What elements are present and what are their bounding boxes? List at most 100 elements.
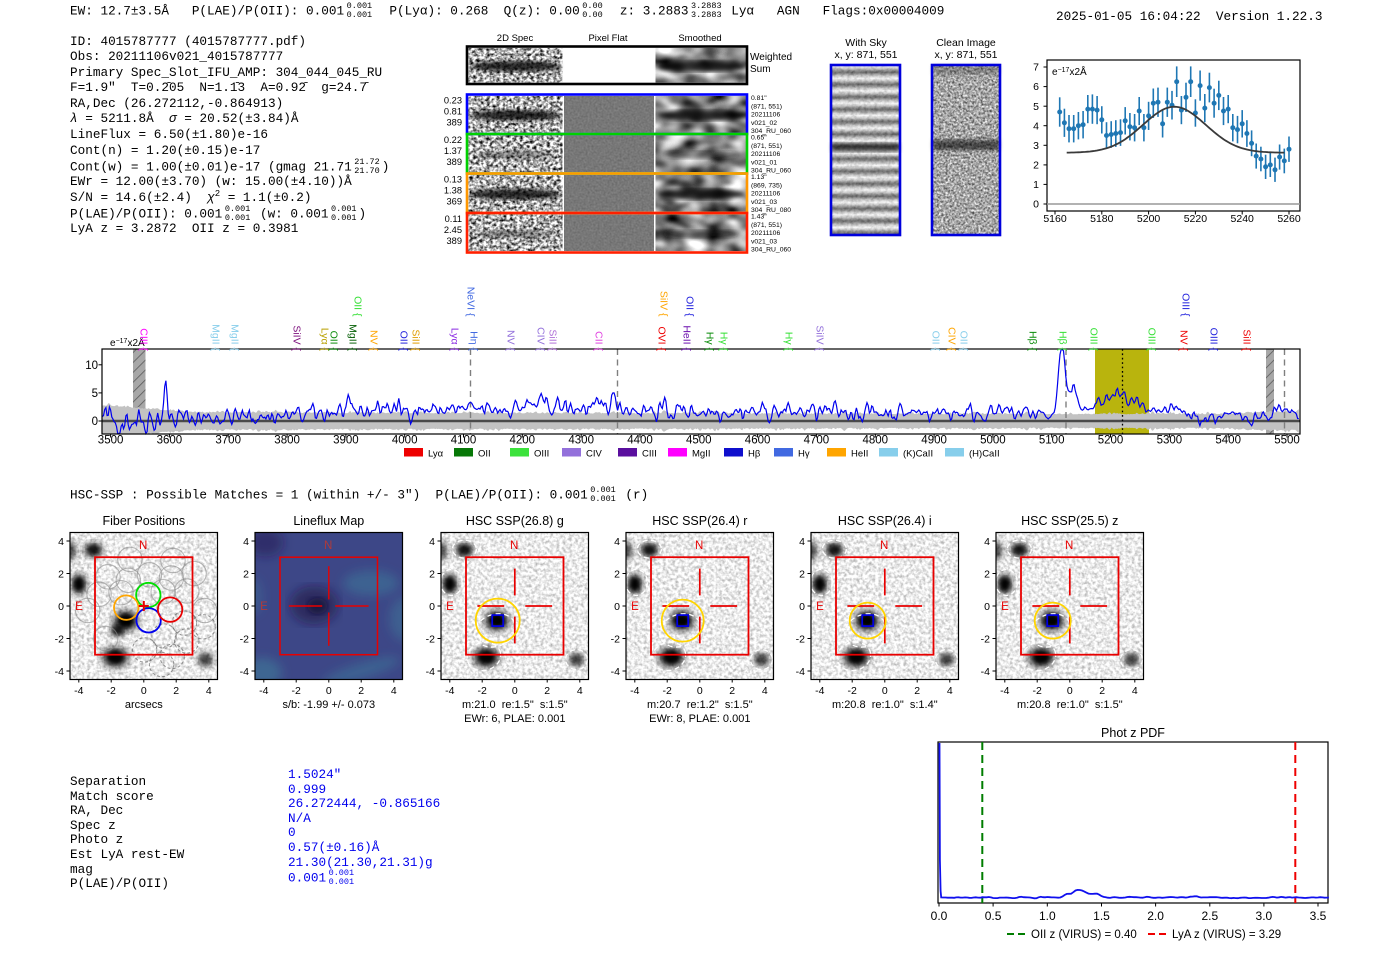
svg-text:0.0: 0.0 xyxy=(931,909,948,923)
svg-text:3900: 3900 xyxy=(333,435,359,447)
svg-text:0: 0 xyxy=(1033,199,1039,211)
svg-text:-4: -4 xyxy=(630,685,639,697)
svg-text:3700: 3700 xyxy=(215,435,241,447)
svg-text:4: 4 xyxy=(429,536,435,548)
svg-text:OIII {: OIII { xyxy=(1180,293,1192,317)
svg-text:E: E xyxy=(446,601,454,613)
svg-text:2: 2 xyxy=(914,685,920,697)
svg-text:0: 0 xyxy=(141,685,147,697)
svg-text:Smoothed: Smoothed xyxy=(678,33,721,44)
svg-text:Hγ: Hγ xyxy=(798,449,810,460)
svg-text:5160: 5160 xyxy=(1043,213,1067,225)
svg-text:2: 2 xyxy=(614,568,620,580)
svg-text:Clean Image: Clean Image xyxy=(936,37,996,49)
svg-text:3600: 3600 xyxy=(157,435,183,447)
svg-text:2: 2 xyxy=(243,568,249,580)
svg-text:1.5: 1.5 xyxy=(1093,909,1110,923)
svg-text:2.0: 2.0 xyxy=(1147,909,1164,923)
svg-text:LyA z (VIRUS) = 3.29: LyA z (VIRUS) = 3.29 xyxy=(1172,929,1281,941)
svg-text:-4: -4 xyxy=(55,666,64,678)
svg-text:4000: 4000 xyxy=(392,435,418,447)
svg-text:MgII {: MgII { xyxy=(347,324,359,351)
svg-text:Hβ {: Hβ { xyxy=(1027,331,1039,352)
svg-text:20211106: 20211106 xyxy=(751,191,780,198)
svg-text:m:20.8 re:1.0" s:1.4": m:20.8 re:1.0" s:1.4" xyxy=(832,699,938,711)
svg-text:0.22: 0.22 xyxy=(444,135,462,145)
svg-text:MgII {: MgII { xyxy=(210,324,222,351)
svg-text:OIII {: OIII { xyxy=(1146,328,1158,352)
svg-text:3800: 3800 xyxy=(274,435,300,447)
svg-text:OII: OII xyxy=(478,449,491,460)
svg-text:3.5: 3.5 xyxy=(1310,909,1327,923)
svg-text:N: N xyxy=(695,540,703,552)
svg-text:Hγ {: Hγ { xyxy=(718,332,730,352)
svg-text:OII {: OII { xyxy=(958,331,970,352)
svg-text:5200: 5200 xyxy=(1098,435,1124,447)
svg-text:-2: -2 xyxy=(292,685,301,697)
svg-text:4: 4 xyxy=(243,536,249,548)
svg-text:2: 2 xyxy=(1033,160,1039,172)
svg-text:0: 0 xyxy=(429,601,435,613)
svg-text:E: E xyxy=(631,601,639,613)
svg-text:HSC SSP(26.8) g: HSC SSP(26.8) g xyxy=(466,514,564,528)
svg-text:10: 10 xyxy=(85,360,98,372)
svg-text:E: E xyxy=(1001,601,1009,613)
svg-text:5260: 5260 xyxy=(1277,213,1301,225)
svg-text:20211106: 20211106 xyxy=(751,112,780,119)
svg-text:1.0: 1.0 xyxy=(1039,909,1056,923)
svg-text:-4: -4 xyxy=(259,685,268,697)
svg-text:5180: 5180 xyxy=(1090,213,1114,225)
svg-text:3: 3 xyxy=(1033,140,1039,152)
svg-text:2.5: 2.5 xyxy=(1201,909,1218,923)
svg-text:Sum: Sum xyxy=(750,64,771,75)
svg-text:N: N xyxy=(324,540,332,552)
svg-text:2.45: 2.45 xyxy=(444,225,462,235)
svg-text:4: 4 xyxy=(58,536,64,548)
svg-text:CIV {: CIV { xyxy=(535,327,547,351)
svg-text:E: E xyxy=(260,601,268,613)
svg-text:0: 0 xyxy=(882,685,888,697)
svg-text:OII {: OII { xyxy=(684,296,696,317)
svg-text:5: 5 xyxy=(1033,101,1039,113)
svg-text:-4: -4 xyxy=(426,666,435,678)
svg-text:NV {: NV { xyxy=(1178,330,1190,352)
svg-text:3.0: 3.0 xyxy=(1256,909,1273,923)
svg-text:1: 1 xyxy=(1033,179,1039,191)
svg-text:0.11: 0.11 xyxy=(445,214,462,224)
svg-text:OVI {: OVI { xyxy=(656,326,668,351)
svg-text:-2: -2 xyxy=(426,633,435,645)
svg-text:-2: -2 xyxy=(107,685,116,697)
svg-text:SiII {: SiII { xyxy=(547,329,559,351)
svg-text:OII {: OII { xyxy=(398,331,410,352)
svg-text:Lyα: Lyα xyxy=(428,449,444,460)
svg-text:-2: -2 xyxy=(1033,685,1042,697)
svg-text:-2: -2 xyxy=(663,685,672,697)
svg-text:4300: 4300 xyxy=(568,435,594,447)
svg-text:HeII: HeII xyxy=(851,449,868,460)
svg-text:m:21.0 re:1.5" s:1.5": m:21.0 re:1.5" s:1.5" xyxy=(462,699,568,711)
svg-text:5500: 5500 xyxy=(1274,435,1300,447)
svg-text:2: 2 xyxy=(173,685,179,697)
svg-text:x, y: 871, 551: x, y: 871, 551 xyxy=(834,49,897,61)
svg-text:2: 2 xyxy=(358,685,364,697)
svg-text:4: 4 xyxy=(984,536,990,548)
svg-text:Lyα {: Lyα { xyxy=(319,328,331,352)
svg-text:SiIV {: SiIV { xyxy=(291,325,303,351)
svg-text:4: 4 xyxy=(614,536,620,548)
svg-text:CIII: CIII xyxy=(642,449,657,460)
svg-text:0: 0 xyxy=(799,601,805,613)
svg-text:Hγ {: Hγ { xyxy=(783,332,795,352)
svg-text:-4: -4 xyxy=(815,685,824,697)
svg-text:0.13: 0.13 xyxy=(444,175,462,185)
svg-text:2: 2 xyxy=(1099,685,1105,697)
svg-text:3500: 3500 xyxy=(98,435,124,447)
svg-text:OIII {: OIII { xyxy=(1208,328,1220,352)
svg-text:4: 4 xyxy=(799,536,805,548)
svg-text:4500: 4500 xyxy=(686,435,712,447)
svg-text:5000: 5000 xyxy=(980,435,1006,447)
svg-text:5240: 5240 xyxy=(1231,213,1255,225)
svg-text:-2: -2 xyxy=(478,685,487,697)
svg-text:v021_01: v021_01 xyxy=(751,159,777,166)
svg-text:0: 0 xyxy=(984,601,990,613)
svg-text:N: N xyxy=(880,540,888,552)
